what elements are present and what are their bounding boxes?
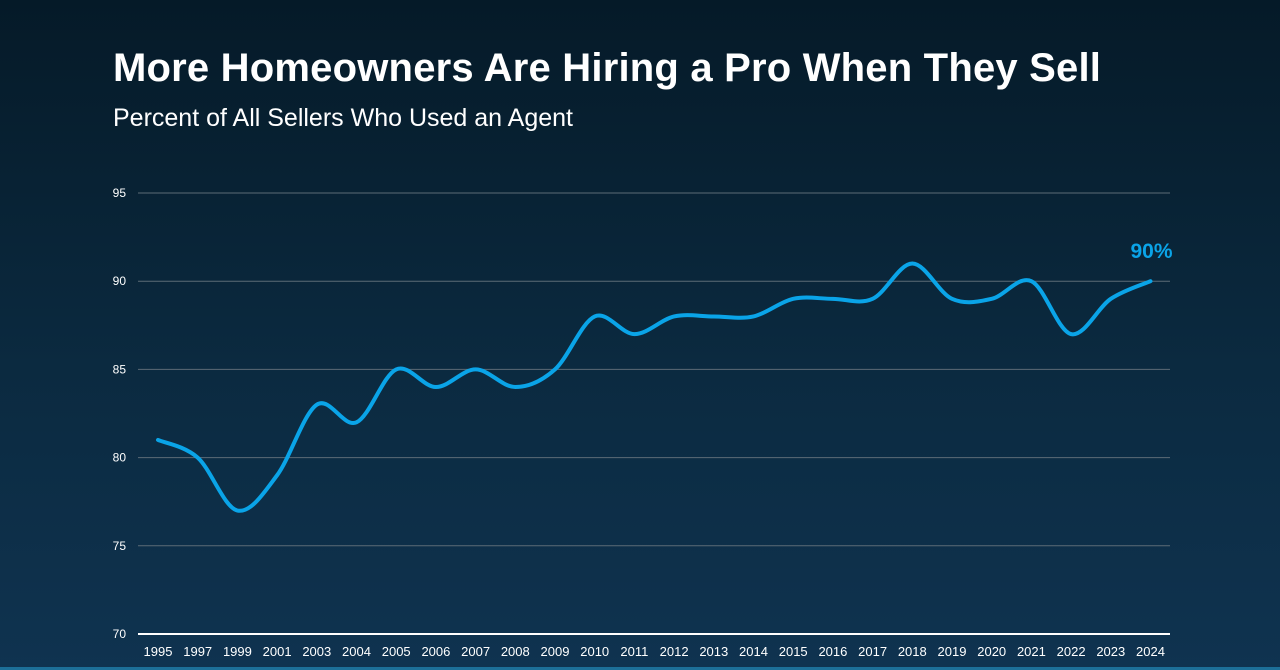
x-tick-label: 2017	[858, 644, 887, 659]
x-tick-label: 2023	[1096, 644, 1125, 659]
y-tick-label: 95	[113, 186, 127, 200]
data-point-2003	[315, 403, 319, 407]
x-tick-label: 2024	[1136, 644, 1165, 659]
x-tick-label: 2019	[938, 644, 967, 659]
series-line-agent-usage	[156, 261, 1153, 513]
x-tick-label: 2014	[739, 644, 768, 659]
x-tick-label: 2004	[342, 644, 371, 659]
x-tick-label: 2009	[541, 644, 570, 659]
y-tick-label: 90	[113, 274, 127, 288]
x-axis-ticks: 1995 1997 1999 2001 2003 2004 2005 2006 2007 2008…	[144, 644, 1165, 659]
x-tick-label: 2011	[620, 644, 648, 659]
data-point-1997	[196, 456, 200, 460]
x-tick-label: 2008	[501, 644, 530, 659]
x-tick-label: 2003	[302, 644, 331, 659]
x-tick-label: 2022	[1057, 644, 1086, 659]
data-point-2020	[990, 297, 994, 301]
data-point-2011	[632, 332, 636, 336]
data-point-2017	[871, 297, 875, 301]
x-tick-label: 2010	[580, 644, 609, 659]
x-tick-label: 1999	[223, 644, 252, 659]
x-tick-label: 2016	[818, 644, 847, 659]
data-point-2019	[950, 297, 954, 301]
data-point-2006	[434, 385, 438, 389]
x-tick-label: 2018	[898, 644, 927, 659]
data-point-2014	[752, 314, 756, 318]
data-point-2022	[1069, 332, 1073, 336]
y-tick-label: 70	[113, 627, 127, 641]
data-point-2012	[672, 314, 676, 318]
data-point-2009	[553, 367, 557, 371]
data-label-2024: 90%	[1130, 240, 1172, 263]
x-tick-label: 2021	[1017, 644, 1046, 659]
data-point-2001	[275, 473, 279, 477]
y-tick-label: 85	[113, 362, 127, 376]
x-tick-label: 2006	[421, 644, 450, 659]
x-tick-label: 2013	[699, 644, 728, 659]
data-point-2013	[712, 314, 716, 318]
data-point-2021	[1029, 279, 1033, 283]
data-point-2016	[831, 297, 835, 301]
page-subtitle: Percent of All Sellers Who Used an Agent	[113, 104, 573, 132]
data-point-1995	[156, 438, 160, 442]
x-tick-label: 1997	[183, 644, 212, 659]
x-tick-label: 2001	[263, 644, 292, 659]
x-tick-label: 2020	[977, 644, 1006, 659]
data-point-2010	[593, 314, 597, 318]
x-tick-label: 2015	[779, 644, 808, 659]
data-point-2024	[1149, 279, 1153, 283]
x-tick-label: 2007	[461, 644, 490, 659]
data-point-2018	[910, 262, 914, 266]
y-axis-ticks: 70 75 80 85 90 95	[113, 186, 127, 641]
data-point-2023	[1109, 297, 1113, 301]
data-point-2005	[394, 367, 398, 371]
x-tick-label: 1995	[144, 644, 173, 659]
data-point-2008	[513, 385, 517, 389]
data-point-2015	[791, 297, 795, 301]
y-tick-label: 75	[113, 539, 127, 553]
data-points	[156, 262, 1153, 513]
x-tick-label: 2005	[382, 644, 411, 659]
data-point-2007	[474, 367, 478, 371]
footer-accent-bar	[0, 667, 1280, 670]
gridlines	[138, 192, 1170, 547]
data-point-1999	[235, 509, 239, 513]
data-point-2004	[355, 420, 359, 424]
y-tick-label: 80	[113, 451, 127, 465]
x-tick-label: 2012	[660, 644, 689, 659]
page-title: More Homeowners Are Hiring a Pro When Th…	[113, 46, 1102, 90]
